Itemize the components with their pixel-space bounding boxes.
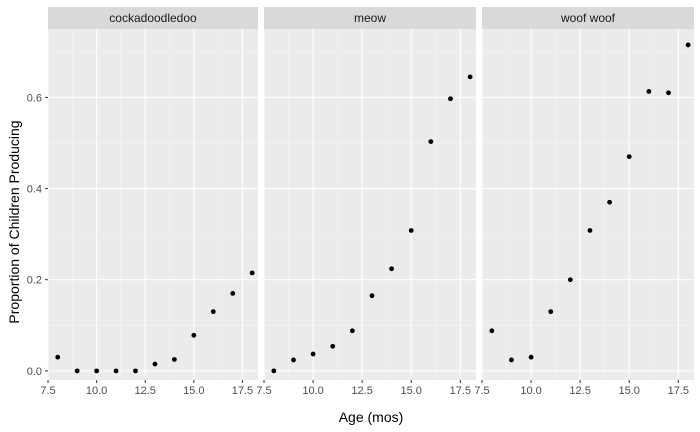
data-point	[567, 277, 573, 283]
data-point	[171, 357, 177, 362]
facet-strip-label: cockadoodledoo	[109, 11, 197, 25]
x-tick-label: 7.5	[40, 385, 55, 397]
x-axes: 7.5 10.0 12.5 15.0 17.5 7.5 10.0 12.5 15.0 17.5 7.…	[40, 380, 689, 397]
facet-panel: cockadoodledoo	[47, 7, 258, 380]
x-axis-title: Age (mos)	[339, 409, 404, 425]
x-tick-label: 12.5	[135, 385, 156, 397]
data-point	[685, 42, 691, 48]
facet-panel: meow	[263, 7, 476, 380]
x-tick-label: 15.0	[401, 385, 422, 397]
data-point	[646, 89, 652, 94]
x-tick-label: 10.0	[86, 385, 107, 397]
data-point	[607, 199, 612, 205]
data-point	[509, 357, 514, 363]
data-point	[666, 90, 671, 96]
facet-panel: woof woof	[481, 7, 694, 380]
facet-panels: cockadoodledoo meow woof woof	[47, 7, 694, 380]
facet-strip-label: meow	[354, 11, 386, 25]
data-point	[448, 96, 453, 102]
panel-background	[264, 29, 476, 380]
y-tick-label: 0.6	[27, 92, 42, 104]
panel-background	[482, 29, 694, 380]
facet-strip	[482, 7, 694, 29]
y-axis-title: Proportion of Children Producing	[6, 120, 22, 323]
data-point	[55, 354, 61, 360]
data-point	[291, 357, 296, 363]
data-point	[467, 74, 473, 80]
data-point	[349, 328, 355, 334]
x-tick-label: 12.5	[351, 385, 372, 397]
data-point	[113, 368, 119, 374]
data-point	[191, 332, 197, 338]
data-point	[249, 270, 255, 276]
data-point	[528, 354, 534, 360]
data-point	[210, 309, 216, 315]
x-tick-label: 15.0	[619, 385, 640, 397]
x-tick-label: 7.5	[256, 385, 271, 397]
data-point	[152, 361, 158, 367]
data-point	[230, 290, 236, 296]
data-point	[74, 368, 80, 374]
data-point	[330, 343, 336, 349]
data-point	[369, 293, 375, 299]
x-tick-label: 10.0	[520, 385, 541, 397]
y-tick-label: 0.4	[27, 184, 42, 196]
panel-background	[48, 29, 258, 380]
data-point	[408, 228, 414, 233]
data-point	[489, 328, 495, 334]
x-tick-label: 17.5	[232, 385, 253, 397]
data-point	[548, 309, 554, 315]
data-point	[389, 266, 394, 272]
x-tick-label: 7.5	[474, 385, 489, 397]
x-tick-label: 10.0	[302, 385, 323, 397]
facet-strip	[264, 7, 476, 29]
x-tick-label: 12.5	[569, 385, 590, 397]
y-axis: 0.0 0.2 0.4 0.6	[27, 92, 48, 378]
data-point	[271, 368, 277, 374]
data-point	[133, 368, 138, 374]
data-point	[94, 368, 100, 374]
x-tick-label: 17.5	[450, 385, 471, 397]
data-point	[310, 351, 316, 357]
y-tick-label: 0.0	[27, 366, 42, 378]
data-point	[428, 139, 434, 144]
facet-strip-label: woof woof	[560, 11, 616, 25]
x-tick-label: 17.5	[668, 385, 689, 397]
y-tick-label: 0.2	[27, 275, 42, 287]
data-point	[626, 154, 632, 160]
x-tick-label: 15.0	[183, 385, 204, 397]
data-point	[587, 228, 593, 233]
facet-strip	[48, 7, 258, 29]
